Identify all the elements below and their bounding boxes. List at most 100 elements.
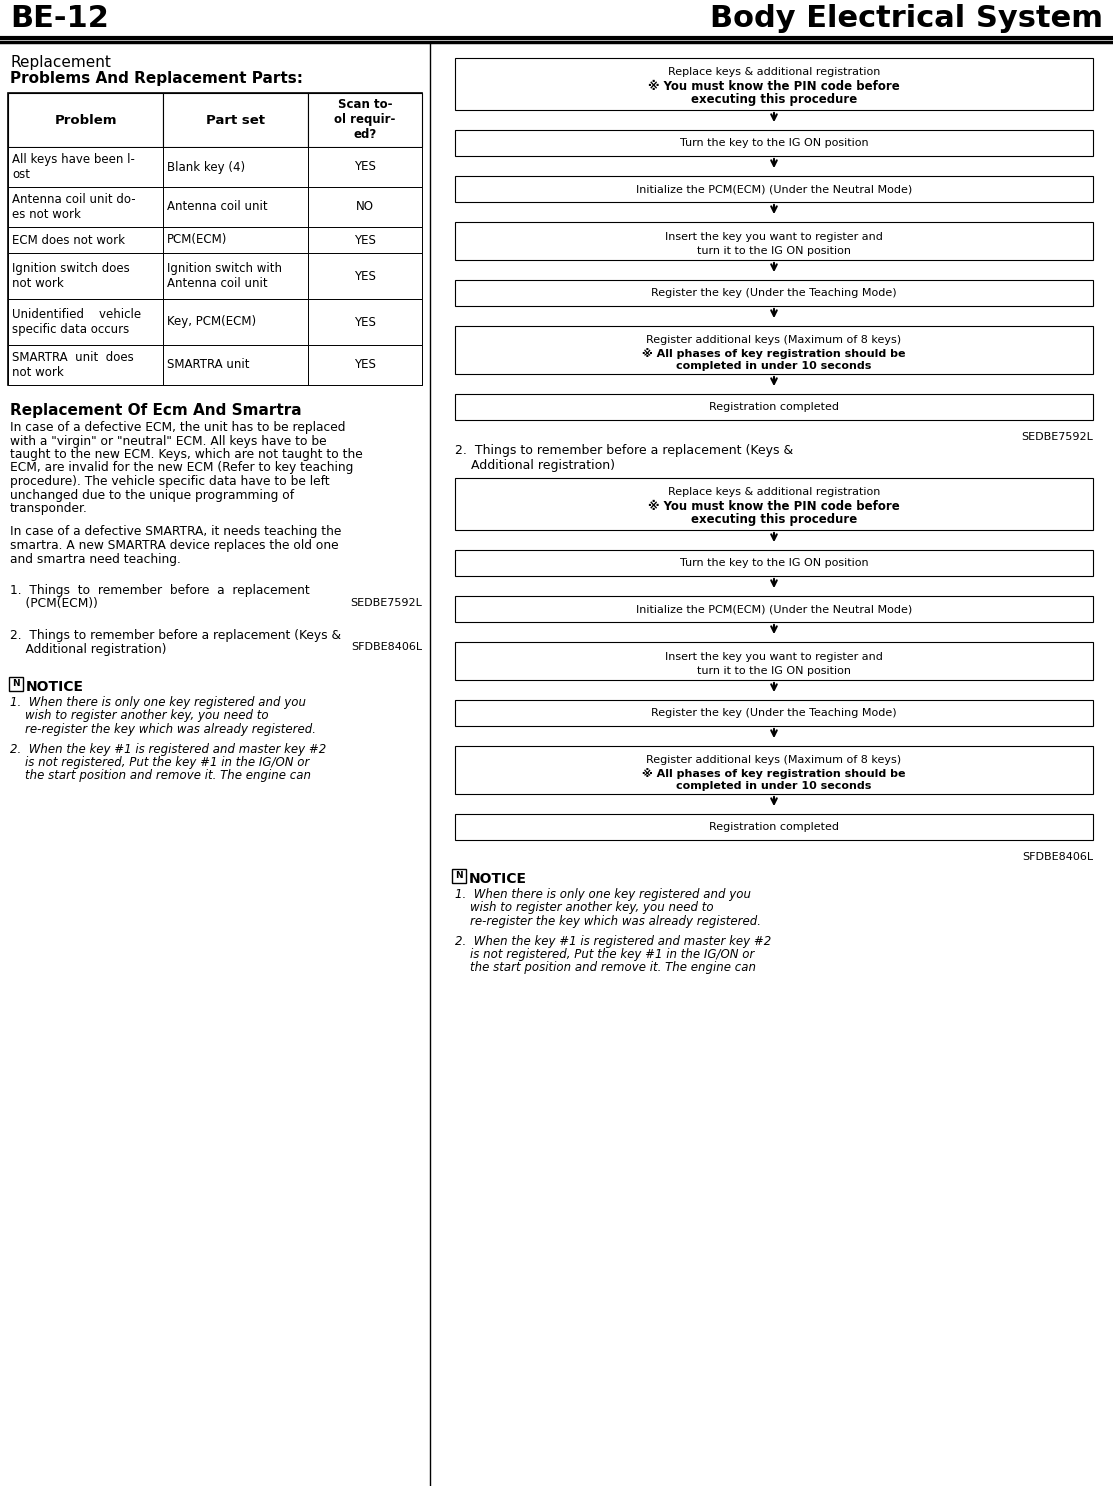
Text: SMARTRA unit: SMARTRA unit bbox=[167, 358, 249, 372]
Text: 2.  When the key #1 is registered and master key #2: 2. When the key #1 is registered and mas… bbox=[10, 743, 326, 755]
Text: Registration completed: Registration completed bbox=[709, 403, 839, 412]
Text: Additional registration): Additional registration) bbox=[455, 459, 615, 473]
Text: YES: YES bbox=[354, 315, 376, 328]
Bar bbox=[8, 299, 162, 345]
Text: Register additional keys (Maximum of 8 keys): Register additional keys (Maximum of 8 k… bbox=[647, 334, 902, 345]
Bar bbox=[162, 94, 308, 147]
Bar bbox=[455, 642, 1093, 681]
Text: Replace keys & additional registration: Replace keys & additional registration bbox=[668, 67, 880, 77]
Text: (PCM(ECM)): (PCM(ECM)) bbox=[10, 597, 98, 611]
Text: executing this procedure: executing this procedure bbox=[691, 94, 857, 106]
Text: SEDBE7592L: SEDBE7592L bbox=[1021, 432, 1093, 441]
Text: SFDBE8406L: SFDBE8406L bbox=[1022, 851, 1093, 862]
Text: the start position and remove it. The engine can: the start position and remove it. The en… bbox=[10, 770, 311, 783]
Bar bbox=[8, 345, 162, 385]
Text: SFDBE8406L: SFDBE8406L bbox=[351, 642, 422, 652]
Text: BE-12: BE-12 bbox=[10, 4, 109, 33]
Text: Scan to-
ol requir-
ed?: Scan to- ol requir- ed? bbox=[334, 98, 396, 141]
Text: 1.  Things  to  remember  before  a  replacement: 1. Things to remember before a replaceme… bbox=[10, 584, 309, 597]
Text: wish to register another key, you need to: wish to register another key, you need t… bbox=[10, 709, 268, 722]
Text: Antenna coil unit: Antenna coil unit bbox=[167, 201, 267, 214]
Text: Register the key (Under the Teaching Mode): Register the key (Under the Teaching Mod… bbox=[651, 288, 897, 299]
Text: NO: NO bbox=[356, 201, 374, 214]
Text: with a "virgin" or "neutral" ECM. All keys have to be: with a "virgin" or "neutral" ECM. All ke… bbox=[10, 434, 326, 447]
Bar bbox=[452, 869, 466, 883]
Text: Initialize the PCM(ECM) (Under the Neutral Mode): Initialize the PCM(ECM) (Under the Neutr… bbox=[636, 184, 913, 195]
Bar bbox=[8, 187, 162, 227]
Text: YES: YES bbox=[354, 233, 376, 247]
Bar bbox=[308, 147, 422, 187]
Bar bbox=[8, 147, 162, 187]
Bar bbox=[455, 746, 1093, 794]
Text: Body Electrical System: Body Electrical System bbox=[710, 4, 1103, 33]
Bar bbox=[308, 94, 422, 147]
Text: Ignition switch with
Antenna coil unit: Ignition switch with Antenna coil unit bbox=[167, 262, 282, 290]
Text: NOTICE: NOTICE bbox=[469, 872, 526, 886]
Bar bbox=[455, 814, 1093, 840]
Bar bbox=[8, 227, 162, 253]
Text: procedure). The vehicle specific data have to be left: procedure). The vehicle specific data ha… bbox=[10, 476, 329, 487]
Bar bbox=[162, 253, 308, 299]
Text: Ignition switch does
not work: Ignition switch does not work bbox=[12, 262, 130, 290]
Text: Turn the key to the IG ON position: Turn the key to the IG ON position bbox=[680, 559, 868, 568]
Bar bbox=[455, 478, 1093, 531]
Text: Turn the key to the IG ON position: Turn the key to the IG ON position bbox=[680, 138, 868, 149]
Bar bbox=[455, 58, 1093, 110]
Text: Problems And Replacement Parts:: Problems And Replacement Parts: bbox=[10, 71, 303, 86]
Text: SEDBE7592L: SEDBE7592L bbox=[351, 597, 422, 608]
Bar bbox=[455, 394, 1093, 421]
Text: In case of a defective SMARTRA, it needs teaching the: In case of a defective SMARTRA, it needs… bbox=[10, 526, 342, 538]
Bar bbox=[455, 325, 1093, 374]
Bar bbox=[308, 299, 422, 345]
Text: wish to register another key, you need to: wish to register another key, you need t… bbox=[455, 902, 713, 914]
Bar bbox=[455, 596, 1093, 623]
Text: is not registered, Put the key #1 in the IG/ON or: is not registered, Put the key #1 in the… bbox=[455, 948, 755, 961]
Text: Insert the key you want to register and: Insert the key you want to register and bbox=[666, 232, 883, 242]
Text: 2.  When the key #1 is registered and master key #2: 2. When the key #1 is registered and mas… bbox=[455, 935, 771, 948]
Text: Antenna coil unit do-
es not work: Antenna coil unit do- es not work bbox=[12, 193, 136, 221]
Text: Key, PCM(ECM): Key, PCM(ECM) bbox=[167, 315, 256, 328]
Text: Part set: Part set bbox=[206, 113, 265, 126]
Bar bbox=[8, 94, 162, 147]
Text: completed in under 10 seconds: completed in under 10 seconds bbox=[677, 361, 871, 372]
Text: transponder.: transponder. bbox=[10, 502, 88, 516]
Bar bbox=[308, 227, 422, 253]
Text: Replacement Of Ecm And Smartra: Replacement Of Ecm And Smartra bbox=[10, 403, 302, 418]
Text: ※ All phases of key registration should be: ※ All phases of key registration should … bbox=[642, 348, 906, 360]
Text: 1.  When there is only one key registered and you: 1. When there is only one key registered… bbox=[455, 889, 751, 901]
Bar bbox=[162, 187, 308, 227]
Text: and smartra need teaching.: and smartra need teaching. bbox=[10, 553, 181, 566]
Text: Replacement: Replacement bbox=[10, 55, 111, 70]
Bar bbox=[162, 345, 308, 385]
Text: re-register the key which was already registered.: re-register the key which was already re… bbox=[455, 915, 761, 927]
Text: completed in under 10 seconds: completed in under 10 seconds bbox=[677, 782, 871, 791]
Text: unchanged due to the unique programming of: unchanged due to the unique programming … bbox=[10, 489, 294, 501]
Bar bbox=[308, 345, 422, 385]
Text: turn it to the IG ON position: turn it to the IG ON position bbox=[697, 666, 851, 676]
Text: executing this procedure: executing this procedure bbox=[691, 513, 857, 526]
Text: Additional registration): Additional registration) bbox=[10, 642, 167, 655]
Text: smartra. A new SMARTRA device replaces the old one: smartra. A new SMARTRA device replaces t… bbox=[10, 539, 338, 551]
Text: Registration completed: Registration completed bbox=[709, 822, 839, 832]
Text: taught to the new ECM. Keys, which are not taught to the: taught to the new ECM. Keys, which are n… bbox=[10, 447, 363, 461]
Text: 2.  Things to remember before a replacement (Keys &: 2. Things to remember before a replaceme… bbox=[455, 444, 794, 458]
Text: Blank key (4): Blank key (4) bbox=[167, 160, 245, 174]
Text: NOTICE: NOTICE bbox=[26, 681, 83, 694]
Text: PCM(ECM): PCM(ECM) bbox=[167, 233, 227, 247]
Bar bbox=[8, 253, 162, 299]
Text: Initialize the PCM(ECM) (Under the Neutral Mode): Initialize the PCM(ECM) (Under the Neutr… bbox=[636, 603, 913, 614]
Text: ※ You must know the PIN code before: ※ You must know the PIN code before bbox=[648, 499, 900, 513]
Text: 1.  When there is only one key registered and you: 1. When there is only one key registered… bbox=[10, 695, 306, 709]
Text: Register additional keys (Maximum of 8 keys): Register additional keys (Maximum of 8 k… bbox=[647, 755, 902, 765]
Bar bbox=[162, 299, 308, 345]
Bar bbox=[162, 147, 308, 187]
Bar bbox=[455, 221, 1093, 260]
Bar bbox=[308, 187, 422, 227]
Text: YES: YES bbox=[354, 269, 376, 282]
Text: N: N bbox=[12, 679, 20, 688]
Bar bbox=[8, 94, 422, 385]
Text: In case of a defective ECM, the unit has to be replaced: In case of a defective ECM, the unit has… bbox=[10, 421, 345, 434]
Text: All keys have been l-
ost: All keys have been l- ost bbox=[12, 153, 135, 181]
Bar bbox=[455, 550, 1093, 577]
Text: N: N bbox=[455, 871, 463, 881]
